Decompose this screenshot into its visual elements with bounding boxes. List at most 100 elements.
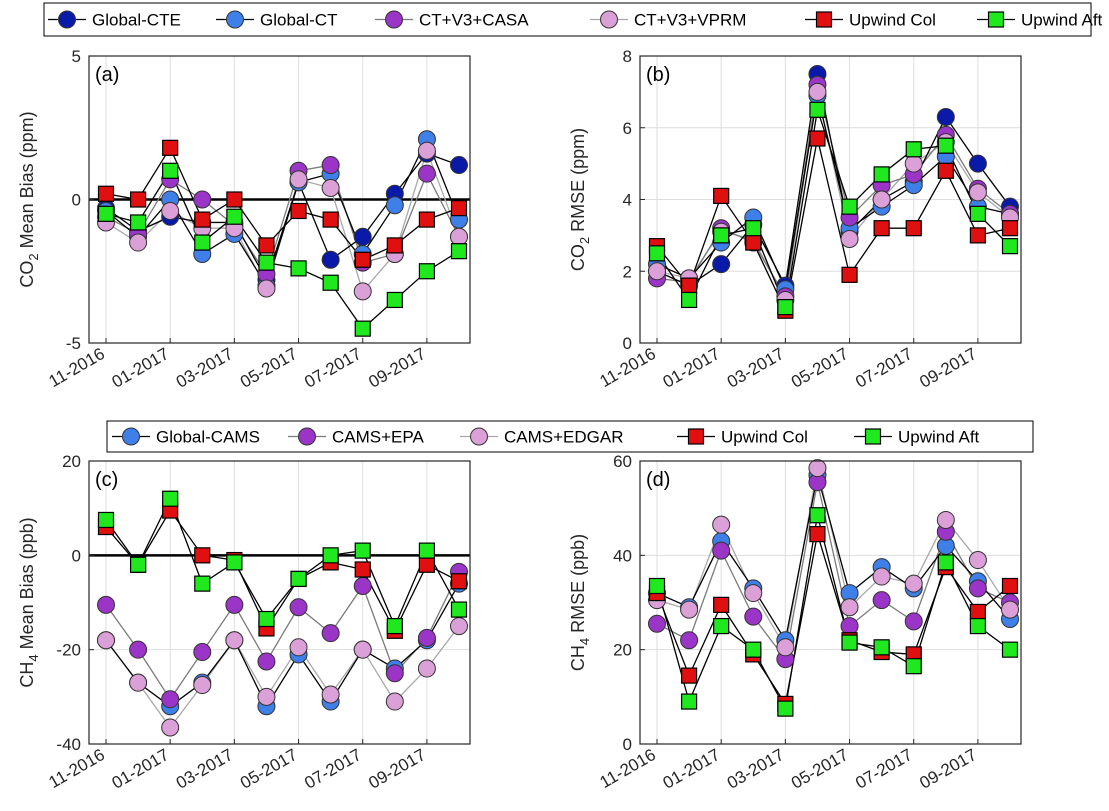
y-axis-label: CH4 Mean Bias (ppb) [17,517,41,687]
data-point-upwind-aft [969,617,987,635]
legend-label: Global-CT [260,11,337,30]
data-point-upwind-aft [258,610,275,628]
data-point-cams-edgar [129,673,148,692]
data-point-upwind-aft [937,137,954,154]
panel-label: (c) [95,469,118,491]
data-point-upwind-aft [905,658,922,675]
data-point-global-cte [450,156,468,175]
series-markers-upwind-aft [97,490,468,635]
data-point-upwind-col [450,573,468,590]
legend-item-ct-v3-vprm: CT+V3+VPRM [590,10,746,30]
y-axis-label-main: CH [568,645,588,671]
data-point-upwind-col [450,200,468,217]
data-point-upwind-aft [648,245,666,262]
data-point-cams-edgar [97,631,115,650]
data-point-upwind-col [194,547,211,564]
data-point-cams-edgar [193,676,212,695]
data-point-global-cte [712,255,731,274]
y-tick-label: 4 [623,191,632,210]
data-point-upwind-col [258,237,275,254]
legend-marker [600,10,618,29]
x-tick-label: 07-2017 [301,344,365,392]
data-point-cams-epa [289,598,308,617]
data-point-global-cte [936,107,955,126]
data-point-upwind-aft [809,101,826,118]
x-tick-label: 05-2017 [788,344,852,392]
data-point-cams-epa [97,595,115,614]
x-tick-label: 03-2017 [724,745,788,793]
data-point-upwind-col [841,266,858,283]
data-point-cams-edgar [712,515,731,534]
data-point-cams-edgar [904,574,923,593]
data-point-cams-epa [129,640,148,659]
legend-label: Global-CAMS [156,428,260,447]
data-point-cams-epa [417,628,436,647]
data-point-ct-v3-vprm [353,282,372,301]
y-tick-label: -20 [56,641,81,660]
data-point-global-cte [353,227,372,246]
data-point-upwind-col [1001,220,1019,237]
data-point-upwind-aft [680,291,698,309]
y-tick-label: 40 [613,546,632,565]
data-point-cams-epa [904,612,923,631]
data-point-upwind-col [873,220,890,237]
legend-item-global-ct: Global-CT [216,10,337,30]
data-point-cams-edgar [840,598,859,617]
data-point-cams-epa [353,576,372,595]
data-point-upwind-aft [937,554,954,571]
y-axis-label: CO2 RMSE (ppm) [568,128,592,271]
legend-label: Upwind Col [721,428,808,447]
data-point-upwind-aft [873,166,890,183]
data-point-upwind-col [418,211,436,228]
data-point-upwind-col [969,227,987,244]
data-point-ct-v3-casa [193,190,212,209]
data-point-upwind-aft [713,617,730,635]
data-point-cams-edgar [936,510,955,529]
data-point-upwind-col [194,211,211,228]
data-point-cams-edgar [417,659,436,678]
data-point-ct-v3-vprm [289,170,308,189]
axes-frame [88,460,471,745]
legend-label: Upwind Aft [898,428,980,447]
y-axis-label-sub: 2 [26,253,41,260]
x-tick-label: 09-2017 [916,344,980,392]
data-point-upwind-aft [1001,641,1019,658]
y-tick-label: 60 [613,452,632,471]
legend-item-upwind-col: Upwind Col [677,428,808,447]
legend-item-ct-v3-casa: CT+V3+CASA [375,10,529,30]
legend-label: Upwind Col [849,11,936,30]
data-point-ct-v3-vprm [904,154,923,173]
data-point-upwind-aft [969,205,987,222]
y-axis-label-rest: Mean Bias (ppb) [17,517,37,654]
legend-marker [687,428,705,445]
data-point-global-cte [321,250,340,269]
legend-marker [987,11,1005,28]
data-point-upwind-col [290,202,307,220]
y-axis-label: CO2 Mean Bias (ppm) [17,111,41,287]
series-markers-cams-edgar [97,617,468,737]
x-tick-label: 07-2017 [852,344,916,392]
axes-frame [639,460,1022,745]
panel-label: (b) [646,64,670,86]
data-point-cams-epa [225,595,244,614]
data-point-upwind-aft [713,227,730,244]
data-point-upwind-col [713,596,730,613]
data-point-upwind-aft [386,291,403,309]
data-point-cams-epa [712,541,731,560]
data-point-upwind-aft [129,214,147,231]
data-point-ct-v3-vprm [968,183,987,202]
data-point-upwind-aft [450,601,468,618]
y-axis-label-main: CO [17,261,37,288]
y-tick-label: 0 [623,735,632,754]
data-point-ct-v3-vprm [129,233,148,252]
y-axis-label-sub: 4 [26,654,41,661]
y-axis-label: CH4 RMSE (ppb) [568,534,592,671]
data-point-upwind-aft [386,617,403,635]
data-point-upwind-aft [97,205,115,222]
data-point-ct-v3-vprm [808,82,827,101]
data-point-upwind-col [713,187,730,205]
data-point-upwind-col [745,234,762,251]
data-point-cams-edgar [353,640,372,659]
